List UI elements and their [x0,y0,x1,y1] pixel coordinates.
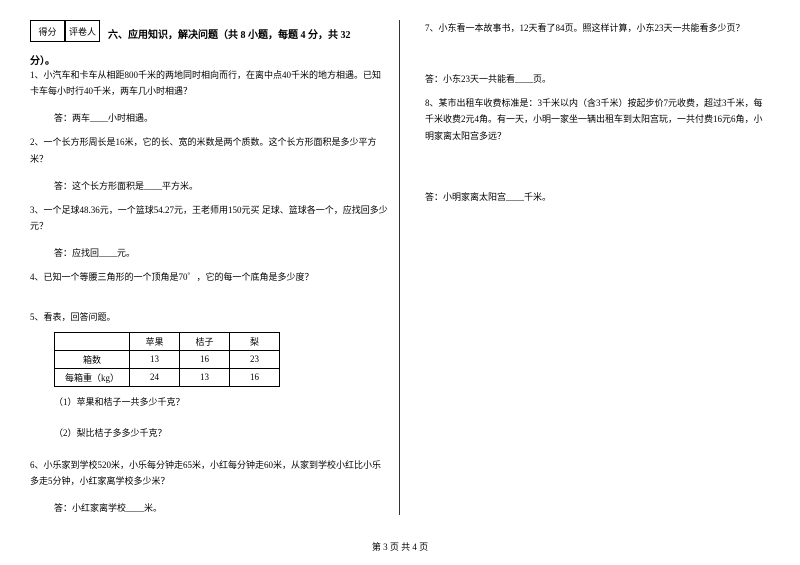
question-4: 4、已知一个等腰三角形的一个顶角是70゜，它的每一个底角是多少度？ [30,269,389,285]
table-cell [55,332,130,350]
table-row: 每箱重（kg） 24 13 16 [55,368,280,386]
fruit-table: 苹果 桔子 梨 箱数 13 16 23 每箱重（kg） 24 13 16 [54,332,280,387]
question-1: 1、小汽车和卡车从相距800千米的两地同时相向而行，在离中点40千米的地方相遇。… [30,67,389,99]
left-column: 得分评卷人 六、应用知识，解决问题（共 8 小题，每题 4 分，共 32 分）。… [30,20,400,515]
score-box: 得分评卷人 [30,20,100,42]
answer-1: 答：两车____小时相遇。 [54,111,389,124]
question-2: 2、一个长方形周长是16米，它的长、宽的米数是两个质数。这个长方形面积是多少平方… [30,134,389,166]
table-cell: 桔子 [180,332,230,350]
answer-3: 答：应找回____元。 [54,246,389,259]
table-row: 苹果 桔子 梨 [55,332,280,350]
section-title-end: 分）。 [30,56,55,67]
question-7: 7、小东看一本故事书，12天看了84页。照这样计算，小东23天一共能看多少页？ [425,20,770,36]
score-label: 得分 [30,20,65,42]
question-5: 5、看表，回答问题。 [30,309,389,325]
page-footer: 第 3 页 共 4 页 [0,540,800,553]
table-cell: 梨 [230,332,280,350]
grader-label: 评卷人 [65,20,100,42]
question-3: 3、一个足球48.36元，一个篮球54.27元，王老师用150元买 足球、篮球各… [30,202,389,234]
table-cell: 苹果 [130,332,180,350]
question-8: 8、某市出租车收费标准是：3千米以内（含3千米）按起步价7元收费，超过3千米，每… [425,95,770,144]
question-5a: （1）苹果和桔子一共多少千克？ [54,395,389,408]
answer-6: 答：小红家离学校____米。 [54,501,389,514]
right-column: 7、小东看一本故事书，12天看了84页。照这样计算，小东23天一共能看多少页？ … [420,20,770,515]
table-row: 箱数 13 16 23 [55,350,280,368]
table-cell: 13 [180,368,230,386]
answer-8: 答：小明家离太阳宫____千米。 [425,190,770,203]
question-6: 6、小乐家到学校520米，小乐每分钟走65米，小红每分钟走60米，从家到学校小红… [30,457,389,489]
section-title: 六、应用知识，解决问题（共 8 小题，每题 4 分，共 32 [108,30,351,41]
table-cell: 16 [230,368,280,386]
table-cell: 13 [130,350,180,368]
answer-7: 答：小东23天一共能看____页。 [425,72,770,85]
answer-2: 答：这个长方形面积是____平方米。 [54,179,389,192]
table-cell: 箱数 [55,350,130,368]
table-cell: 16 [180,350,230,368]
table-cell: 24 [130,368,180,386]
table-cell: 23 [230,350,280,368]
table-cell: 每箱重（kg） [55,368,130,386]
question-5b: （2）梨比桔子多多少千克？ [54,426,389,439]
